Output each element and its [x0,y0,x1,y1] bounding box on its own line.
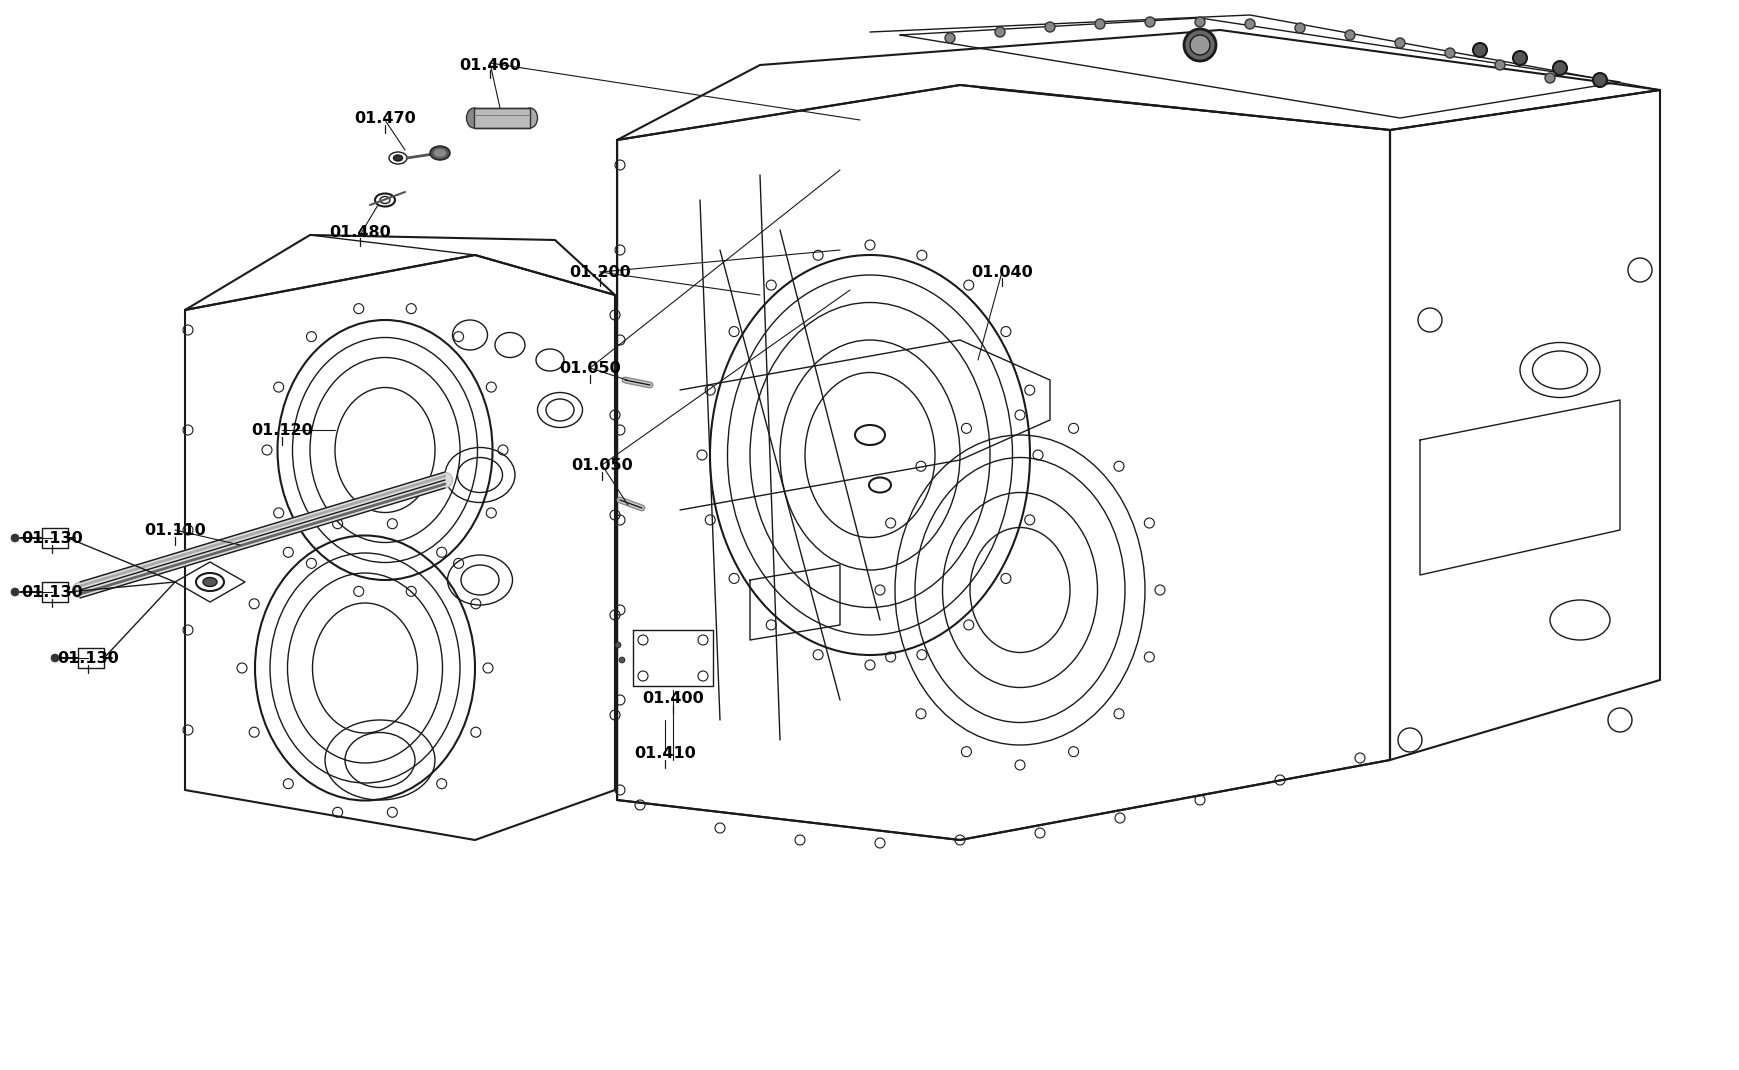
Text: 01.130: 01.130 [57,651,118,666]
Ellipse shape [430,146,450,160]
Ellipse shape [393,155,402,160]
Text: 01.460: 01.460 [459,58,520,73]
Text: 01.130: 01.130 [21,584,83,599]
Circle shape [1294,22,1304,33]
Text: 01.470: 01.470 [355,110,416,125]
Circle shape [1553,61,1567,75]
Circle shape [1443,48,1454,58]
Circle shape [1544,73,1555,83]
Ellipse shape [203,578,217,586]
Circle shape [1144,17,1155,27]
Circle shape [1395,39,1403,48]
Ellipse shape [466,108,482,128]
Circle shape [50,654,59,662]
Ellipse shape [522,108,537,128]
Ellipse shape [433,149,445,157]
Text: 01.130: 01.130 [21,531,83,546]
Circle shape [1183,29,1216,61]
Text: 01.040: 01.040 [970,264,1033,279]
Circle shape [1344,30,1355,40]
Text: 01.110: 01.110 [144,522,205,537]
Text: 01.410: 01.410 [633,746,696,761]
Circle shape [10,534,19,542]
Circle shape [619,657,624,663]
Text: 01.120: 01.120 [250,423,313,438]
Text: 01.050: 01.050 [558,361,621,376]
Circle shape [944,33,955,43]
Text: 01.480: 01.480 [329,225,391,240]
Circle shape [1045,22,1054,32]
Circle shape [995,27,1005,37]
Circle shape [1245,19,1254,29]
Text: 01.200: 01.200 [569,264,631,279]
Text: 01.400: 01.400 [642,690,704,705]
Bar [473,108,530,128]
Circle shape [1189,35,1209,55]
Circle shape [1195,17,1205,27]
Circle shape [1494,60,1504,70]
Circle shape [1513,51,1527,65]
Text: 01.050: 01.050 [570,458,633,473]
Circle shape [1094,19,1104,29]
Circle shape [614,642,621,648]
Circle shape [1593,73,1607,87]
Circle shape [10,588,19,596]
Circle shape [1473,43,1487,57]
